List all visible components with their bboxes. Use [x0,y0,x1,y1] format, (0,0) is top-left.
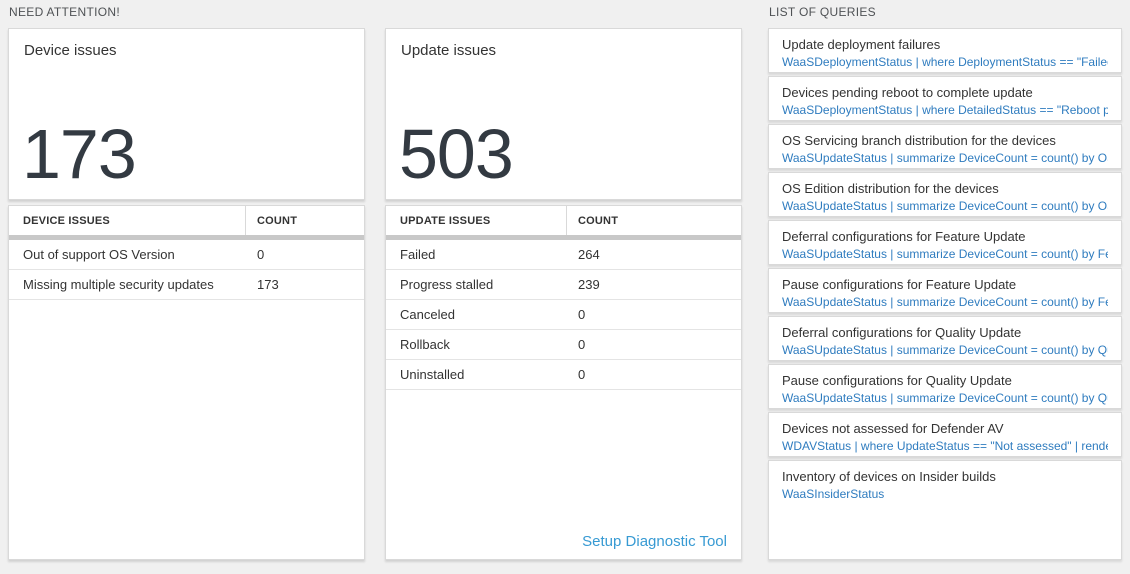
query-item[interactable]: Inventory of devices on Insider builds W… [768,460,1122,560]
query-text: WaaSInsiderStatus [782,486,885,501]
issue-count: 264 [578,247,600,262]
update-issues-table-header: UPDATE ISSUES COUNT [386,206,741,235]
issue-count: 0 [578,367,586,382]
device-issues-card[interactable]: Device issues 173 [8,28,365,200]
table-row[interactable]: Missing multiple security updates 173 [9,270,364,300]
table-header-divider [386,235,741,240]
device-issues-count: 173 [22,115,137,193]
query-text: WaaSUpdateStatus | summarize DeviceCount… [782,198,1108,213]
query-text: WaaSUpdateStatus | summarize DeviceCount… [782,342,1108,357]
update-issues-table: UPDATE ISSUES COUNT Failed 264 Progress … [385,205,742,560]
query-item[interactable]: Pause configurations for Feature Update … [768,268,1122,313]
query-item[interactable]: Devices not assessed for Defender AV WDA… [768,412,1122,457]
column-header-count: COUNT [566,206,741,235]
issue-count: 239 [578,277,600,292]
column-header-device-issues: DEVICE ISSUES [23,214,110,227]
query-title: OS Edition distribution for the devices [782,181,999,196]
query-item[interactable]: Deferral configurations for Quality Upda… [768,316,1122,361]
query-text: WaaSDeploymentStatus | where DetailedSta… [782,102,1108,117]
need-attention-section-label: NEED ATTENTION! [9,5,120,19]
query-item[interactable]: OS Edition distribution for the devices … [768,172,1122,217]
query-item[interactable]: Deferral configurations for Feature Upda… [768,220,1122,265]
column-header-update-issues: UPDATE ISSUES [400,214,491,227]
device-issues-table-header: DEVICE ISSUES COUNT [9,206,364,235]
query-item[interactable]: Update deployment failures WaaSDeploymen… [768,28,1122,73]
issue-label: Rollback [400,337,450,352]
issue-count: 173 [257,277,279,292]
table-row[interactable]: Out of support OS Version 0 [9,240,364,270]
query-text: WaaSUpdateStatus | summarize DeviceCount… [782,390,1108,405]
update-issues-count: 503 [399,115,514,193]
query-text: WaaSUpdateStatus | summarize DeviceCount… [782,294,1108,309]
query-text: WDAVStatus | where UpdateStatus == "Not … [782,438,1108,453]
table-row[interactable]: Progress stalled 239 [386,270,741,300]
issue-count: 0 [578,337,586,352]
query-title: Pause configurations for Feature Update [782,277,1017,292]
query-item[interactable]: Pause configurations for Quality Update … [768,364,1122,409]
device-issues-card-title: Device issues [24,42,117,59]
issue-label: Missing multiple security updates [23,277,214,292]
query-title: OS Servicing branch distribution for the… [782,133,1056,148]
list-of-queries-section-label: LIST OF QUERIES [769,5,876,19]
query-title: Deferral configurations for Feature Upda… [782,229,1026,244]
table-row[interactable]: Failed 264 [386,240,741,270]
query-text: WaaSUpdateStatus | summarize DeviceCount… [782,246,1108,261]
issue-count: 0 [257,247,265,262]
query-title: Inventory of devices on Insider builds [782,469,996,484]
query-item[interactable]: OS Servicing branch distribution for the… [768,124,1122,169]
update-issues-card[interactable]: Update issues 503 [385,28,742,200]
query-title: Deferral configurations for Quality Upda… [782,325,1022,340]
query-title: Devices not assessed for Defender AV [782,421,1004,436]
issue-count: 0 [578,307,586,322]
table-row[interactable]: Canceled 0 [386,300,741,330]
query-title: Update deployment failures [782,37,941,52]
table-header-divider [9,235,364,240]
table-row[interactable]: Uninstalled 0 [386,360,741,390]
issue-label: Uninstalled [400,367,465,382]
query-text: WaaSDeploymentStatus | where DeploymentS… [782,54,1108,69]
query-text: WaaSUpdateStatus | summarize DeviceCount… [782,150,1108,165]
query-title: Pause configurations for Quality Update [782,373,1012,388]
column-header-count: COUNT [245,206,364,235]
issue-label: Progress stalled [400,277,494,292]
setup-diagnostic-tool-link[interactable]: Setup Diagnostic Tool [582,533,727,550]
issue-label: Canceled [400,307,455,322]
query-title: Devices pending reboot to complete updat… [782,85,1033,100]
issue-label: Failed [400,247,436,262]
device-issues-table: DEVICE ISSUES COUNT Out of support OS Ve… [8,205,365,560]
table-row[interactable]: Rollback 0 [386,330,741,360]
update-issues-card-title: Update issues [401,42,497,59]
issue-label: Out of support OS Version [23,247,175,262]
list-of-queries-panel: Update deployment failures WaaSDeploymen… [768,28,1122,560]
query-item[interactable]: Devices pending reboot to complete updat… [768,76,1122,121]
